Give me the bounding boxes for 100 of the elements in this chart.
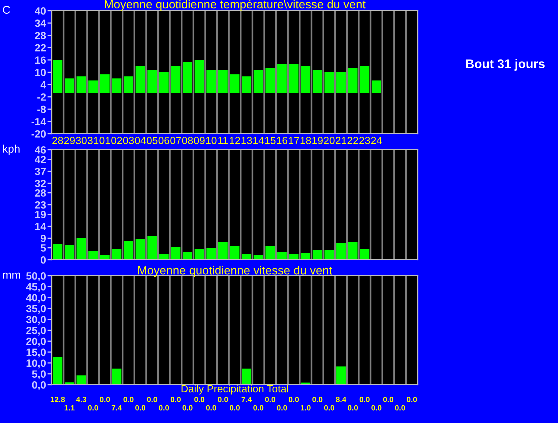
y-tick-label: 14 xyxy=(36,223,46,230)
x-tick-label: 23 xyxy=(360,137,370,144)
bar xyxy=(324,72,334,93)
bar xyxy=(360,249,370,260)
x-tick-label: 28 xyxy=(52,137,64,144)
bar xyxy=(112,368,122,385)
bar xyxy=(230,74,240,93)
bar xyxy=(254,255,264,260)
bar xyxy=(301,253,311,260)
bar xyxy=(324,250,334,260)
y-tick-label: 0,0 xyxy=(32,382,46,390)
x-tick-label: 08 xyxy=(182,137,194,144)
bar xyxy=(301,66,311,93)
x-tick-label: 22 xyxy=(348,137,358,144)
y-tick-label: 35,0 xyxy=(26,305,46,314)
bar xyxy=(278,252,287,260)
y-tick-label: 4 xyxy=(40,81,46,89)
bar xyxy=(148,236,158,260)
y-tick-label: -2 xyxy=(38,94,46,101)
bar xyxy=(206,248,216,260)
x-tick-label: 30 xyxy=(76,137,87,144)
x-tick-label: 04 xyxy=(135,137,146,144)
bar xyxy=(159,72,169,93)
y-tick-label: 5,0 xyxy=(32,370,46,380)
x-tick-label: 20 xyxy=(324,137,335,144)
y-tick-label: 22 xyxy=(35,44,46,52)
y-tick-label: 34 xyxy=(35,20,46,28)
x-tick-label: 14 xyxy=(254,137,264,144)
bar xyxy=(124,76,134,93)
bar xyxy=(53,357,63,385)
bar xyxy=(88,80,98,93)
bar xyxy=(76,376,86,385)
y-tick-label: 40 xyxy=(35,8,46,15)
y-axis-title: mm xyxy=(3,272,20,279)
bar xyxy=(360,66,370,93)
y-tick-label: 28 xyxy=(35,32,46,40)
x-tick-label: 16 xyxy=(277,137,288,144)
y-axis-title: C xyxy=(3,6,10,14)
bar xyxy=(336,72,346,93)
bar xyxy=(171,66,181,93)
bar xyxy=(183,252,192,260)
bar xyxy=(183,62,192,93)
bar xyxy=(254,70,264,93)
bar xyxy=(148,70,158,93)
bar xyxy=(218,242,228,260)
x-tick-label: 11 xyxy=(218,137,228,144)
y-tick-label: 30,0 xyxy=(26,316,46,325)
x-tick-label: 10 xyxy=(206,137,217,144)
bar xyxy=(312,70,322,93)
bar xyxy=(100,74,110,93)
y-tick-label: 10 xyxy=(36,69,46,76)
x-tick-label: 12 xyxy=(230,137,240,144)
x-tick-label: 01 xyxy=(100,137,110,144)
bar xyxy=(336,243,346,260)
x-tick-label: 18 xyxy=(300,137,312,144)
bar xyxy=(242,76,252,93)
y-tick-label: 45,0 xyxy=(26,283,46,292)
y-tick-label: -14 xyxy=(32,118,46,126)
bar xyxy=(336,366,346,385)
y-axis-title: kph xyxy=(3,144,20,156)
x-tick-label: 17 xyxy=(289,137,300,144)
bar xyxy=(289,64,299,93)
text: Bout 31 jours xyxy=(466,59,545,71)
bar xyxy=(171,247,181,260)
bar xyxy=(194,60,204,93)
y-tick-label: 25,0 xyxy=(26,327,46,336)
y-tick-label: 46 xyxy=(35,146,46,154)
x-axis-title: Daily Precipitation Total xyxy=(182,385,288,395)
y-tick-label: 15,0 xyxy=(26,348,46,358)
x-tick-label: 29 xyxy=(64,137,76,144)
bar xyxy=(312,250,322,260)
bar xyxy=(372,80,382,93)
bar xyxy=(53,244,63,260)
bar xyxy=(53,60,63,93)
y-tick-label: 20,0 xyxy=(26,338,46,347)
chart-title: Moyenne quotidienne vitesse du vent xyxy=(138,266,332,278)
x-tick-label: 07 xyxy=(170,137,182,144)
x-tick-label: 21 xyxy=(336,137,347,144)
y-tick-label: 32 xyxy=(35,180,46,188)
y-tick-label: -8 xyxy=(38,106,46,114)
y-tick-label: -20 xyxy=(32,130,46,138)
y-tick-label: 0 xyxy=(41,256,46,264)
x-tick-label: 15 xyxy=(265,137,276,144)
x-tick-label: 03 xyxy=(123,137,134,144)
bar xyxy=(230,246,240,260)
bar xyxy=(64,78,74,93)
bar xyxy=(112,249,122,260)
bar xyxy=(124,241,134,260)
bar xyxy=(218,70,228,93)
x-tick-label: 05 xyxy=(146,137,158,144)
x-tick-label: 09 xyxy=(194,137,205,144)
bar xyxy=(348,242,358,260)
bar xyxy=(136,66,146,93)
bar xyxy=(76,76,86,93)
chart-title: Moyenne quotidienne température\vitesse du vent xyxy=(105,0,366,11)
bar xyxy=(194,249,204,260)
bar xyxy=(348,68,358,93)
bar xyxy=(266,246,276,260)
x-tick-label: 24 xyxy=(371,137,382,144)
bar xyxy=(206,70,216,93)
